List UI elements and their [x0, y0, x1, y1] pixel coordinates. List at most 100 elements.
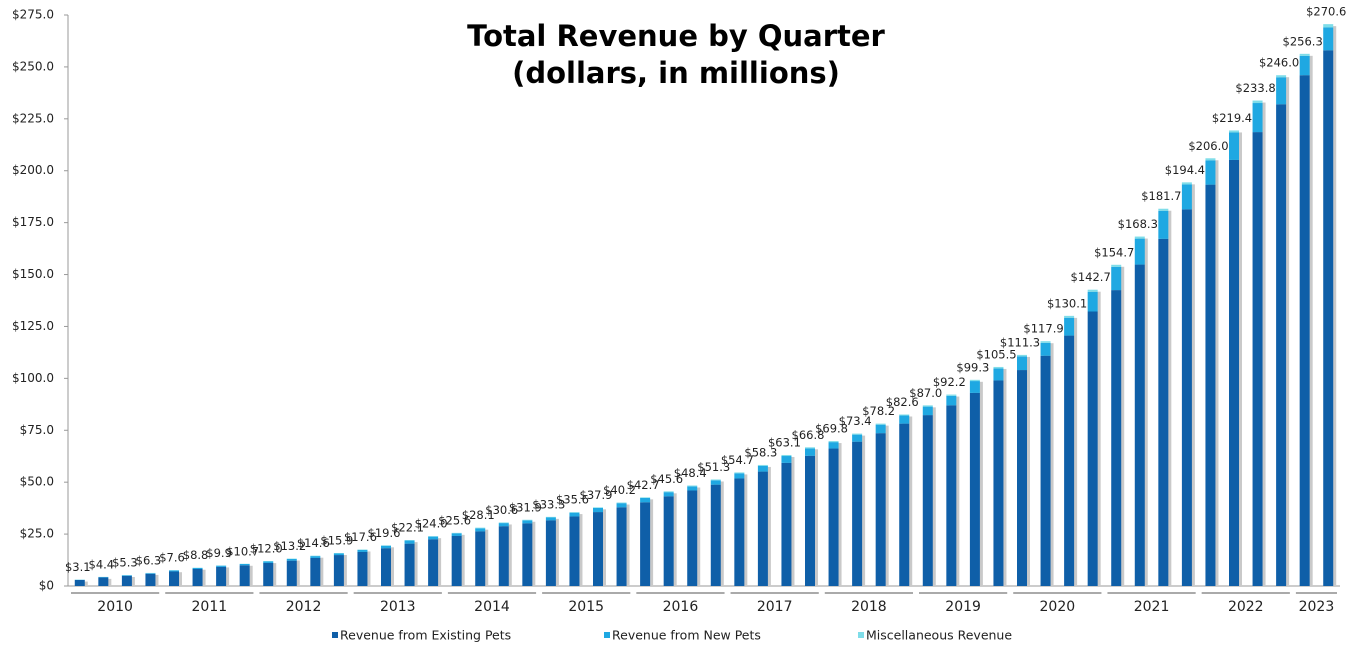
total-label: $78.2: [862, 404, 895, 418]
total-label: $69.8: [815, 422, 848, 436]
total-label: $5.3: [112, 555, 138, 569]
bar-segment: [1205, 184, 1216, 586]
bar-segment: [946, 394, 957, 396]
bar-segment: [569, 512, 580, 513]
total-label: $63.1: [768, 435, 801, 449]
x-group-label: 2023: [1299, 599, 1335, 615]
bar-segment: [1040, 342, 1051, 356]
bar-segment: [428, 536, 439, 540]
bar-segment: [828, 441, 839, 443]
bar-segment: [145, 573, 156, 574]
bar-segment: [498, 523, 509, 527]
bar-segment: [710, 484, 721, 586]
bar-segment: [569, 516, 580, 586]
bar-segment: [1087, 311, 1098, 586]
bar-segment: [1252, 100, 1263, 104]
total-label: $45.6: [650, 472, 683, 486]
legend-swatch: [858, 632, 864, 638]
bar-segment: [663, 492, 674, 497]
bar-segment: [687, 485, 698, 487]
total-label: $99.3: [956, 360, 989, 374]
bar-segment: [545, 516, 556, 518]
total-label: $54.7: [721, 453, 754, 467]
total-label: $270.6: [1306, 5, 1346, 19]
bar-segment: [663, 496, 674, 586]
bar-segment: [1134, 238, 1145, 265]
bar-segment: [946, 395, 957, 406]
y-tick-label: $225.0: [12, 111, 54, 125]
total-label: $73.4: [839, 414, 872, 428]
bar-segment: [1229, 132, 1239, 160]
bar-segment: [616, 507, 627, 586]
total-label: $9.9: [206, 546, 232, 560]
bar-segment: [1229, 130, 1239, 133]
bar-segment: [710, 480, 721, 485]
bar-segment: [1111, 264, 1122, 267]
bar-segment: [475, 527, 486, 529]
bar-segment: [969, 392, 980, 586]
bar-segment: [1181, 184, 1192, 210]
bar-segment: [593, 507, 603, 513]
x-group-label: 2022: [1228, 599, 1264, 615]
bar-segment: [875, 424, 886, 434]
bar-segment: [1229, 159, 1239, 586]
bar-segment: [616, 502, 627, 504]
legend-swatch: [332, 632, 338, 638]
bar-segment: [969, 379, 980, 382]
total-label: $19.6: [368, 526, 401, 540]
bar-segment: [640, 502, 651, 586]
bar-segment: [404, 540, 415, 544]
bar-segment: [263, 562, 274, 586]
bar-segment: [852, 434, 863, 442]
total-label: $10.7: [226, 544, 259, 558]
x-group-label: 2011: [192, 599, 228, 615]
bar-segment: [404, 543, 415, 586]
bar-segment: [522, 520, 533, 524]
bar-segment: [1017, 354, 1027, 357]
x-group-label: 2017: [757, 599, 793, 615]
bar-segment: [1111, 290, 1122, 586]
bar-segment: [1017, 356, 1027, 371]
bar-segment: [640, 497, 651, 503]
total-label: $42.7: [627, 478, 660, 492]
bar-segment: [1158, 210, 1169, 239]
x-group-label: 2019: [945, 599, 981, 615]
bar-segment: [899, 414, 910, 416]
x-group-label: 2018: [851, 599, 887, 615]
bar-segment: [852, 433, 863, 435]
total-label: $111.3: [1000, 335, 1040, 349]
bar-segment: [1087, 291, 1098, 312]
bar-segment: [145, 573, 156, 586]
bar-segment: [522, 523, 533, 586]
total-label: $25.6: [438, 513, 471, 527]
bar-segment: [1276, 104, 1287, 587]
y-tick-label: $0: [39, 579, 54, 593]
bar-segment: [333, 555, 344, 586]
total-label: $12.0: [250, 542, 283, 556]
bar-segment: [805, 448, 815, 456]
total-label: $24.0: [415, 517, 448, 531]
legend-label: Revenue from Existing Pets: [340, 628, 511, 643]
bar-segment: [852, 441, 863, 586]
bar-segment: [875, 423, 886, 425]
bar-segment: [169, 571, 179, 586]
bar-segment: [946, 405, 957, 586]
legend-swatch: [604, 632, 610, 638]
bar-segment: [263, 561, 274, 563]
y-tick-label: $275.0: [12, 8, 54, 22]
x-group-label: 2016: [663, 599, 699, 615]
bar-segment: [663, 491, 674, 493]
bar-segment: [1323, 24, 1334, 28]
total-label: $51.3: [697, 460, 730, 474]
total-label: $13.2: [273, 539, 306, 553]
total-label: $246.0: [1259, 56, 1299, 70]
total-label: $219.4: [1212, 111, 1252, 125]
total-label: $48.4: [674, 466, 707, 480]
y-tick-label: $50.0: [20, 475, 54, 489]
total-label: $4.4: [89, 557, 115, 571]
bar-segment: [475, 531, 486, 586]
bar-segment: [734, 478, 745, 586]
total-label: $87.0: [909, 386, 942, 400]
bar-segment: [1323, 27, 1334, 51]
